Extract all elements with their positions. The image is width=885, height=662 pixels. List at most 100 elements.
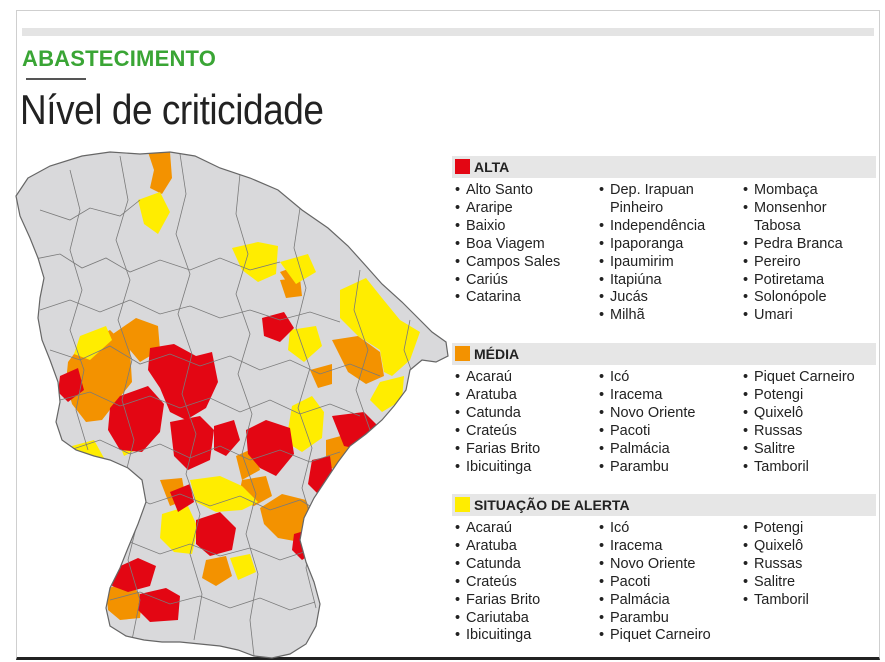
region-alta bbox=[170, 416, 214, 470]
region-media bbox=[106, 584, 142, 620]
municipality-item: Iracema bbox=[598, 387, 738, 405]
section-kicker: ABASTECIMENTO bbox=[22, 46, 217, 71]
municipality-item: Russas bbox=[742, 423, 874, 441]
municipality-item: Palmácia bbox=[598, 592, 738, 610]
region-media bbox=[84, 476, 122, 532]
legend-section-media: MÉDIA AcaraúAratubaCatundaCrateúsFarias B… bbox=[452, 343, 876, 476]
region-alerta bbox=[160, 506, 198, 554]
region-alerta bbox=[230, 554, 256, 580]
municipality-item: Catunda bbox=[454, 556, 594, 574]
legend-section-alerta: SITUAÇÃO DE ALERTA AcaraúAratubaCatundaCr… bbox=[452, 494, 876, 645]
municipality-item: Acaraú bbox=[454, 520, 594, 538]
municipality-item: Ipaporanga bbox=[598, 236, 738, 254]
legend-swatch bbox=[455, 346, 470, 361]
municipality-item: Icó bbox=[598, 369, 738, 387]
municipality-item: Aratuba bbox=[454, 538, 594, 556]
municipality-item: Pedra Branca bbox=[742, 236, 874, 254]
municipality-item: Campos Sales bbox=[454, 254, 594, 272]
region-alta bbox=[58, 368, 84, 402]
municipality-column: IcóIracemaNovo OrientePacotiPalmáciaPara… bbox=[598, 369, 738, 476]
top-bar bbox=[22, 28, 874, 36]
region-alta bbox=[214, 420, 240, 456]
municipality-item: Crateús bbox=[454, 423, 594, 441]
page-title: Nível de criticidade bbox=[20, 86, 324, 133]
region-media bbox=[260, 494, 314, 542]
municipality-item: Crateús bbox=[454, 574, 594, 592]
municipality-column: PotengiQuixelôRussasSalitreTamboril bbox=[742, 520, 874, 610]
region-alerta bbox=[232, 242, 278, 282]
municipality-item: Parambu bbox=[598, 459, 738, 477]
region-media bbox=[148, 152, 172, 194]
municipality-item: Piquet Carneiro bbox=[742, 369, 874, 387]
region-alta bbox=[262, 312, 294, 342]
municipality-item: Russas bbox=[742, 556, 874, 574]
municipality-column: IcóIracemaNovo OrientePacotiPalmáciaPara… bbox=[598, 520, 738, 645]
legend-swatch bbox=[455, 497, 470, 512]
municipality-item: Ibicuitinga bbox=[454, 627, 594, 645]
region-media bbox=[110, 318, 160, 362]
municipality-item: Quixelô bbox=[742, 405, 874, 423]
region-alerta bbox=[286, 396, 324, 452]
municipality-item: Novo Oriente bbox=[598, 556, 738, 574]
municipality-item: Potengi bbox=[742, 520, 874, 538]
municipality-item: Icó bbox=[598, 520, 738, 538]
region-alta bbox=[170, 484, 194, 512]
municipality-item: Pacoti bbox=[598, 574, 738, 592]
legend-section-alta: ALTA Alto SantoAraripeBaixioBoa ViagemCam… bbox=[452, 156, 876, 325]
municipality-item: Quixelô bbox=[742, 538, 874, 556]
municipality-column: MombaçaMonsenhor TabosaPedra BrancaPerei… bbox=[742, 182, 874, 325]
legend-header: MÉDIA bbox=[452, 343, 876, 365]
region-alta bbox=[112, 558, 156, 592]
ceara-map bbox=[15, 151, 449, 659]
municipality-column: Piquet CarneiroPotengiQuixelôRussasSalit… bbox=[742, 369, 874, 476]
municipality-item: Aratuba bbox=[454, 387, 594, 405]
region-alerta bbox=[288, 326, 322, 362]
legend-header: ALTA bbox=[452, 156, 876, 178]
municipality-column: AcaraúAratubaCatundaCrateúsFarias BritoI… bbox=[454, 369, 594, 476]
municipality-item: Novo Oriente bbox=[598, 405, 738, 423]
region-alerta bbox=[74, 326, 112, 360]
municipality-item: Acaraú bbox=[454, 369, 594, 387]
region-alta bbox=[196, 512, 236, 556]
municipality-item: Iracema bbox=[598, 538, 738, 556]
municipality-item: Alto Santo bbox=[454, 182, 594, 200]
municipality-item: Ibicuitinga bbox=[454, 459, 594, 477]
municipality-item: Milhã bbox=[598, 307, 738, 325]
municipality-item: Palmácia bbox=[598, 441, 738, 459]
municipality-column: Alto SantoAraripeBaixioBoa ViagemCampos … bbox=[454, 182, 594, 307]
municipality-item: Tamboril bbox=[742, 592, 874, 610]
municipality-item: Catarina bbox=[454, 289, 594, 307]
region-alerta bbox=[190, 476, 258, 512]
municipality-item: Mombaça bbox=[742, 182, 874, 200]
legend-header: SITUAÇÃO DE ALERTA bbox=[452, 494, 876, 516]
page-frame bbox=[16, 10, 880, 660]
region-media bbox=[202, 556, 232, 586]
municipality-item: Tamboril bbox=[742, 459, 874, 477]
municipality-item: Araripe bbox=[454, 200, 594, 218]
region-alta bbox=[246, 420, 294, 476]
legend-title: MÉDIA bbox=[474, 346, 520, 362]
municipality-item: Salitre bbox=[742, 574, 874, 592]
kicker-rule bbox=[26, 78, 86, 80]
municipality-item: Monsenhor Tabosa bbox=[742, 200, 874, 236]
municipality-item: Piquet Carneiro bbox=[598, 627, 738, 645]
municipality-item: Parambu bbox=[598, 610, 738, 628]
municipality-item: Farias Brito bbox=[454, 441, 594, 459]
legend-title: ALTA bbox=[474, 159, 510, 175]
municipality-item: Potengi bbox=[742, 387, 874, 405]
region-alta bbox=[138, 588, 180, 622]
municipality-item: Farias Brito bbox=[454, 592, 594, 610]
municipality-item: Baixio bbox=[454, 218, 594, 236]
state-outline bbox=[15, 151, 449, 659]
municipality-item: Dep. Irapuan Pinheiro bbox=[598, 182, 738, 218]
region-media bbox=[310, 364, 332, 388]
municipality-item: Cariús bbox=[454, 272, 594, 290]
municipality-item: Jucás bbox=[598, 289, 738, 307]
municipality-column: Dep. Irapuan PinheiroIndependênciaIpapor… bbox=[598, 182, 738, 325]
municipality-column: AcaraúAratubaCatundaCrateúsFarias BritoC… bbox=[454, 520, 594, 645]
legend-swatch bbox=[455, 159, 470, 174]
municipality-item: Pacoti bbox=[598, 423, 738, 441]
region-alerta bbox=[280, 254, 316, 284]
municipalities bbox=[16, 152, 448, 658]
municipality-item: Catunda bbox=[454, 405, 594, 423]
